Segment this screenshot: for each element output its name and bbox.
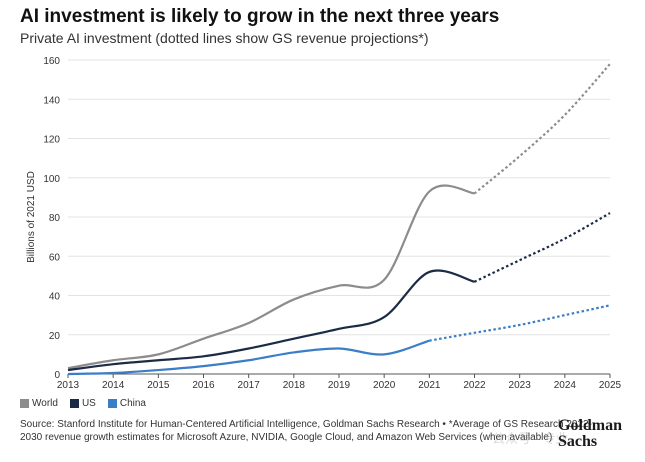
- y-tick-label: 80: [49, 213, 61, 224]
- legend-item-world: World: [20, 398, 58, 409]
- y-tick-label: 140: [43, 95, 60, 106]
- legend-swatch-world: [20, 399, 29, 408]
- legend-label-us: US: [81, 398, 96, 409]
- y-tick-label: 100: [43, 174, 60, 185]
- x-tick-label: 2023: [509, 380, 532, 391]
- watermark: 公众号 · 专业: [492, 431, 569, 446]
- legend-label-china: China: [119, 398, 146, 409]
- legend-label-world: World: [32, 398, 58, 409]
- y-axis-label: Billions of 2021 USD: [26, 171, 37, 263]
- x-tick-label: 2015: [147, 380, 170, 391]
- series-line-world: [67, 184, 475, 370]
- chart-title: AI investment is likely to grow in the n…: [20, 6, 500, 27]
- x-tick-label: 2018: [283, 380, 306, 391]
- x-tick-label: 2013: [57, 380, 80, 391]
- legend-item-china: China: [107, 398, 146, 409]
- x-tick-label: 2017: [238, 380, 261, 391]
- x-tick-label: 2024: [554, 380, 577, 391]
- logo-line-1: Goldman: [558, 417, 623, 434]
- series-line-us: [67, 269, 475, 372]
- series-projection-china: [429, 304, 611, 342]
- legend: World US China: [20, 398, 146, 409]
- legend-swatch-china: [107, 399, 117, 408]
- logo-line-2: Sachs: [558, 433, 598, 450]
- x-tick-label: 2021: [418, 380, 441, 391]
- y-tick-label: 160: [43, 56, 60, 67]
- y-tick-label: 0: [54, 370, 60, 381]
- source-note: Source: Stanford Institute for Human-Cen…: [20, 419, 592, 443]
- y-tick-label: 60: [49, 252, 61, 263]
- x-tick-label: 2022: [463, 380, 486, 391]
- y-tick-label: 40: [49, 292, 61, 303]
- chart-subtitle: Private AI investment (dotted lines show…: [20, 30, 429, 46]
- line-chart: 0 20 40 60 80 100 120 140 160 2013 2014 2015 2016 201…: [26, 56, 622, 391]
- x-tick-label: 2020: [373, 380, 396, 391]
- series-line-china: [67, 339, 430, 376]
- goldman-sachs-logo: Goldman Sachs: [558, 418, 622, 450]
- y-tick-label: 120: [43, 135, 60, 146]
- series-projection-us: [474, 212, 611, 283]
- legend-swatch-us: [69, 399, 79, 408]
- y-tick-label: 20: [49, 331, 61, 342]
- x-tick-label: 2014: [102, 380, 125, 391]
- x-tick-label: 2025: [599, 380, 622, 391]
- legend-item-us: US: [69, 398, 96, 409]
- x-tick-label: 2019: [328, 380, 351, 391]
- series-projection-world: [473, 63, 611, 195]
- x-tick-label: 2016: [192, 380, 215, 391]
